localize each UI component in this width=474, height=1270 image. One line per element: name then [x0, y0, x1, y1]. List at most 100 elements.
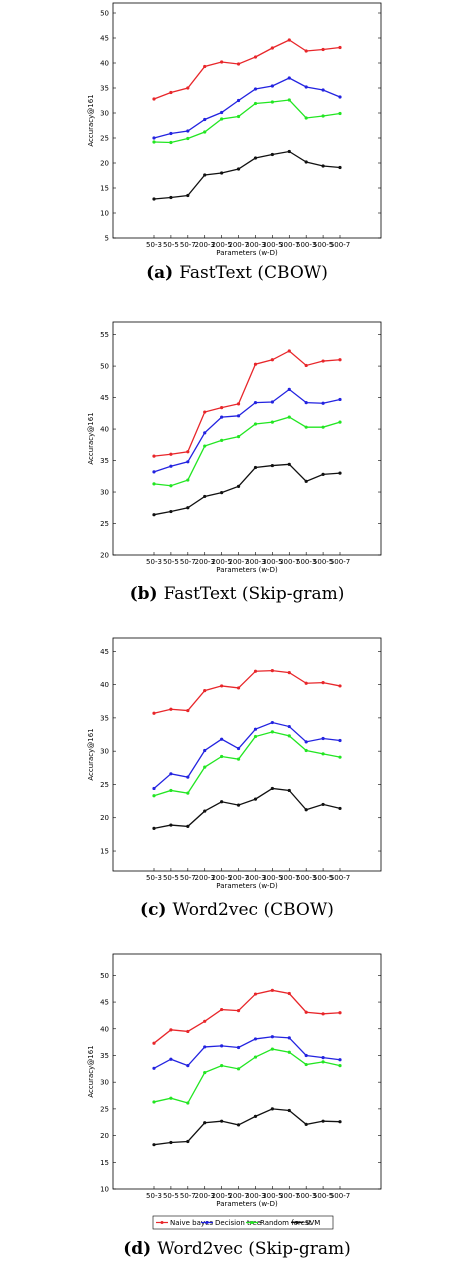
- legend-marker-svm: [295, 1221, 299, 1224]
- data-point-random-forest-c: [287, 734, 291, 738]
- data-point-decision-tree-c: [304, 740, 308, 744]
- data-point-svm-c: [338, 806, 342, 811]
- y-tick-label-b: 30: [100, 489, 109, 497]
- data-point-decision-tree-a: [321, 88, 325, 92]
- y-axis-title-c: Accuracy@161: [87, 728, 95, 780]
- series-line-random-forest-b: [153, 416, 341, 487]
- x-tick-label-d: 200-3: [195, 1192, 215, 1200]
- x-tick-label-c: 500-3: [296, 874, 316, 882]
- data-point-svm-b: [321, 472, 325, 476]
- x-tick-label-d: 500-3: [296, 1192, 316, 1200]
- x-tick-label-c: 50-7: [180, 874, 196, 882]
- data-point-decision-tree-a: [304, 85, 308, 89]
- caption-a: (a) FastText (CBOW): [0, 263, 474, 283]
- legend-label-decision-tree: Decision tree: [215, 1219, 261, 1227]
- data-point-random-forest-c: [203, 765, 207, 769]
- data-point-decision-tree-b: [152, 470, 156, 474]
- data-point-naive-bayes-c: [169, 707, 173, 711]
- data-point-naive-bayes-a: [338, 45, 342, 50]
- data-point-random-forest-c: [236, 757, 241, 761]
- x-tick-label-a: 200-7: [228, 241, 248, 249]
- y-tick-label-c: 15: [100, 848, 109, 856]
- data-point-random-forest-b: [304, 425, 308, 429]
- caption-text-c: Word2vec (CBOW): [172, 900, 334, 920]
- data-point-naive-bayes-d: [321, 1012, 325, 1016]
- data-point-decision-tree-c: [169, 772, 173, 776]
- data-point-svm-b: [236, 484, 241, 488]
- y-tick-label-d: 35: [100, 1052, 109, 1060]
- data-point-naive-bayes-c: [186, 708, 190, 713]
- plot-frame-a: [112, 2, 382, 239]
- x-tick-label-b: 200-3: [195, 558, 215, 566]
- series-line-svm-b: [153, 463, 341, 516]
- data-point-svm-a: [304, 160, 308, 164]
- data-point-random-forest-a: [321, 114, 325, 118]
- data-point-decision-tree-b: [203, 431, 207, 435]
- x-tick-label-b: 300-7: [279, 558, 299, 566]
- y-tick-label-b: 45: [100, 394, 109, 402]
- caption-d: (d) Word2vec (Skip-gram): [0, 1239, 474, 1259]
- y-tick-label-d: 10: [100, 1186, 109, 1194]
- series-line-naive-bayes-d: [153, 989, 341, 1044]
- data-point-random-forest-d: [152, 1100, 156, 1104]
- data-point-svm-c: [236, 803, 241, 807]
- data-point-naive-bayes-b: [203, 410, 207, 414]
- data-point-decision-tree-b: [338, 397, 342, 402]
- data-point-random-forest-a: [152, 140, 156, 144]
- y-tick-label-c: 25: [100, 781, 109, 789]
- y-tick-label-d: 25: [100, 1105, 109, 1113]
- caption-tag-b: (b): [129, 584, 158, 604]
- data-point-naive-bayes-d: [338, 1011, 342, 1015]
- x-tick-label-d: 200-7: [228, 1192, 248, 1200]
- plot-frame-b: [112, 321, 382, 556]
- data-point-svm-d: [287, 1108, 291, 1113]
- data-point-random-forest-d: [236, 1067, 241, 1071]
- data-point-decision-tree-c: [203, 748, 207, 753]
- data-point-naive-bayes-a: [203, 64, 207, 69]
- data-point-naive-bayes-a: [220, 60, 224, 64]
- data-point-naive-bayes-c: [236, 686, 241, 690]
- x-axis-title-c: Parameters (w-D): [216, 882, 278, 890]
- y-tick-label-c: 20: [100, 814, 109, 822]
- x-tick-label-b: 500-7: [330, 558, 350, 566]
- data-point-random-forest-d: [253, 1055, 258, 1059]
- x-tick-label-a: 200-5: [211, 241, 231, 249]
- x-tick-label-a: 50-5: [163, 241, 179, 249]
- data-point-svm-a: [203, 173, 207, 177]
- caption-c: (c) Word2vec (CBOW): [0, 900, 474, 920]
- x-tick-label-d: 50-5: [163, 1192, 179, 1200]
- x-tick-label-b: 300-5: [262, 558, 282, 566]
- data-point-decision-tree-b: [321, 401, 325, 405]
- y-tick-label-b: 35: [100, 457, 109, 465]
- plot-frame-d: [112, 953, 382, 1190]
- series-line-decision-tree-d: [153, 1036, 341, 1069]
- data-point-decision-tree-c: [287, 724, 291, 729]
- data-point-svm-d: [321, 1119, 325, 1123]
- y-tick-label-c: 35: [100, 714, 109, 722]
- x-tick-label-a: 500-5: [313, 241, 333, 249]
- data-point-naive-bayes-b: [152, 454, 156, 458]
- data-point-naive-bayes-a: [287, 38, 291, 42]
- y-tick-label-a: 45: [100, 35, 109, 43]
- data-point-random-forest-d: [270, 1047, 274, 1051]
- data-point-naive-bayes-b: [270, 358, 274, 362]
- data-point-decision-tree-b: [253, 401, 258, 405]
- data-point-svm-b: [169, 509, 173, 514]
- y-tick-label-a: 15: [100, 185, 109, 193]
- x-tick-label-d: 50-7: [180, 1192, 196, 1200]
- y-tick-label-a: 35: [100, 85, 109, 93]
- chart-panel-d: 10 15 20 25 30 35 40 45 50 50-3 50-5 50-7 200-3 200-5…: [0, 948, 474, 1270]
- data-point-svm-b: [338, 471, 342, 475]
- caption-text-b: FastText (Skip-gram): [163, 584, 345, 604]
- data-point-random-forest-c: [152, 794, 156, 798]
- data-point-naive-bayes-c: [287, 671, 291, 675]
- x-tick-label-d: 300-5: [262, 1192, 282, 1200]
- data-point-svm-d: [169, 1140, 173, 1145]
- data-point-random-forest-b: [152, 482, 156, 486]
- data-point-svm-a: [287, 149, 291, 154]
- x-tick-label-d: 200-5: [211, 1192, 231, 1200]
- x-axis-title-a: Parameters (w-D): [216, 249, 278, 257]
- chart-d: 10 15 20 25 30 35 40 45 50 50-3 50-5 50-7200-3200-5…: [87, 953, 382, 1230]
- data-point-random-forest-b: [287, 415, 291, 419]
- legend-label-random-forest: Random forest: [260, 1219, 312, 1227]
